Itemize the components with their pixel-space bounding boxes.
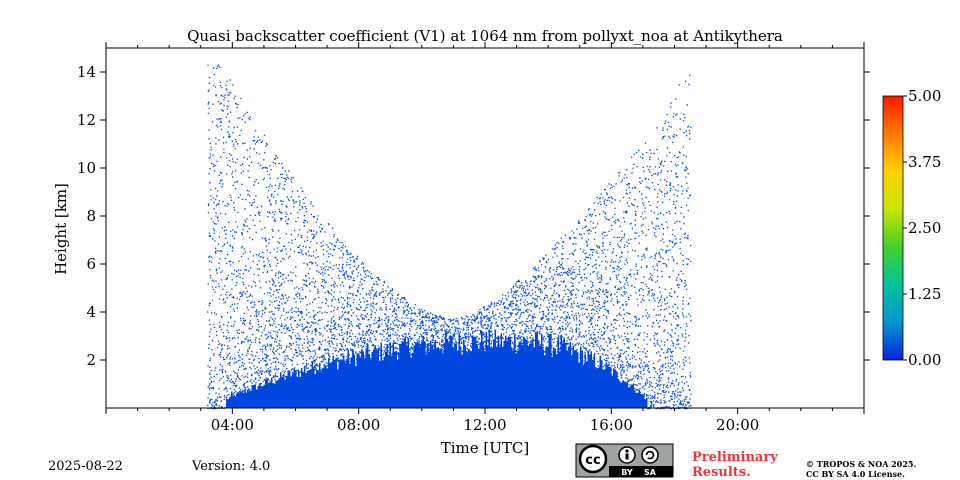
copyright-line2: CC BY SA 4.0 License. — [806, 469, 905, 479]
cc-license-badge: cc BY SA — [575, 443, 674, 478]
x-tick-label: 12:00 — [463, 416, 506, 434]
cc-by-label: BY — [621, 468, 633, 477]
y-tick-label: 10 — [77, 159, 96, 177]
x-tick-label: 20:00 — [716, 416, 759, 434]
x-tick-label: 16:00 — [590, 416, 633, 434]
cc-badge-strip — [609, 466, 673, 477]
by-person-body — [625, 453, 629, 460]
colorbar-tick-label: 1.25 — [908, 285, 941, 303]
colorbar-tick-label: 5.00 — [908, 87, 941, 105]
by-person-head — [625, 449, 629, 453]
cc-icon — [578, 444, 608, 474]
sparse-signal-pixels — [207, 64, 692, 410]
y-tick-label: 14 — [77, 63, 96, 81]
y-tick-label: 12 — [77, 111, 96, 129]
colorbar-tick-label: 2.50 — [908, 219, 941, 237]
x-axis-ticks: 04:00 08:00 12:00 16:00 20:00 — [105, 42, 865, 434]
x-tick-label: 04:00 — [211, 416, 254, 434]
y-tick-label: 4 — [86, 303, 96, 321]
y-axis-ticks: 2 4 6 8 10 12 14 — [77, 63, 870, 369]
y-tick-label: 6 — [86, 255, 96, 273]
colorbar-ticks: 0.00 1.25 2.50 3.75 5.00 — [903, 87, 941, 369]
colorbar-tick-label: 0.00 — [908, 351, 941, 369]
chart-title: Quasi backscatter coefficient (V1) at 10… — [187, 27, 783, 45]
footer-date: 2025-08-22 — [48, 459, 123, 474]
sa-share-alike-icon — [641, 446, 659, 464]
backscatter-signal — [207, 64, 692, 410]
sa-arrow-icon — [645, 450, 655, 460]
plot-area: 04:00 08:00 12:00 16:00 20:00 2 4 6 8 10 12 14 — [77, 42, 870, 434]
copyright-line1: © TROPOS & NOA 2025. — [806, 459, 916, 469]
colorbar: 0.00 1.25 2.50 3.75 5.00 — [882, 87, 941, 369]
colorbar-gradient — [882, 95, 904, 361]
y-axis-label: Height [km] — [52, 183, 70, 275]
x-axis-label: Time [UTC] — [441, 439, 530, 457]
colorbar-tick-label: 3.75 — [908, 153, 941, 171]
y-tick-label: 2 — [86, 351, 96, 369]
preliminary-results-line1: Preliminary — [692, 450, 778, 465]
plot-background — [106, 48, 864, 408]
footer-version: Version: 4.0 — [191, 459, 270, 474]
cc-sa-label: SA — [644, 468, 657, 477]
x-tick-label: 08:00 — [337, 416, 380, 434]
cc-icon-text: cc — [585, 453, 600, 468]
preliminary-results-line2: Results. — [692, 465, 751, 480]
y-tick-label: 8 — [86, 207, 96, 225]
